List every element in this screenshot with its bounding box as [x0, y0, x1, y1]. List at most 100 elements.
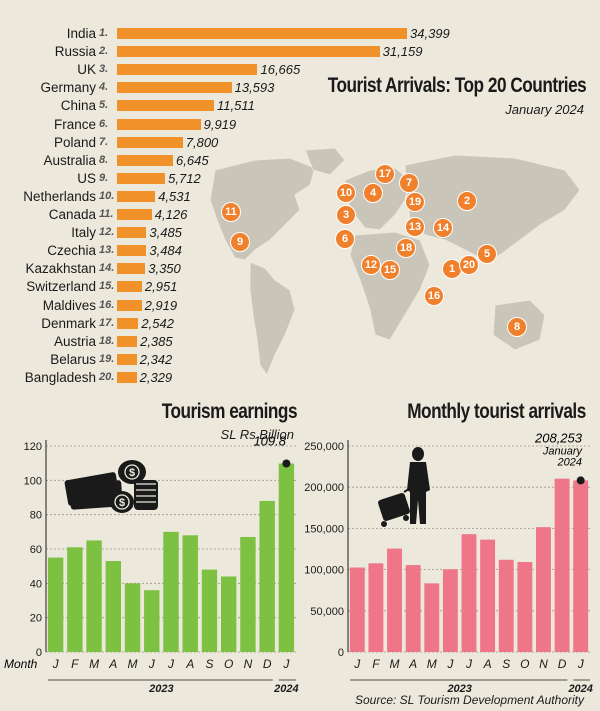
y-tick-label: 20: [30, 613, 42, 625]
country-value-label: 34,399: [410, 26, 450, 41]
country-value-label: 6,645: [176, 152, 209, 168]
map-marker: 10: [336, 183, 356, 203]
month-bar: [554, 478, 570, 652]
month-bar: [536, 527, 551, 652]
month-bar: [405, 565, 421, 652]
top-chart-title: Tourist Arrivals: Top 20 Countries: [327, 74, 586, 97]
map-marker: 13: [405, 217, 425, 237]
year-label: 2023: [446, 683, 471, 692]
y-tick-label: 40: [30, 578, 42, 590]
country-label: Russia: [54, 44, 96, 60]
country-label: Czechia: [47, 243, 96, 259]
country-bar: [117, 209, 152, 220]
month-bar: [387, 548, 402, 652]
top-chart-subtitle: January 2024: [505, 102, 584, 117]
month-label: N: [244, 657, 253, 671]
country-value-label: 2,385: [140, 333, 173, 349]
country-label: Maldives: [42, 297, 96, 313]
rank-label: 12.: [99, 226, 115, 239]
map-marker: 20: [459, 255, 479, 275]
month-label: O: [224, 657, 233, 671]
rank-label: 6.: [99, 117, 109, 130]
map-marker: 15: [380, 260, 400, 280]
country-bar: [117, 118, 201, 130]
map-marker: 7: [399, 173, 419, 193]
map-marker: 11: [221, 202, 241, 222]
rank-label: 9.: [99, 171, 109, 184]
earnings-title: Tourism earnings: [161, 400, 298, 423]
map-marker: 8: [507, 317, 527, 337]
country-label: Germany: [40, 80, 96, 96]
country-bar: [117, 100, 215, 112]
month-axis-prefix: Month: [4, 657, 38, 671]
country-label: Australia: [43, 152, 96, 168]
country-value-label: 4,126: [154, 207, 188, 222]
month-bar: [221, 576, 237, 652]
country-bar: [117, 299, 142, 311]
month-label: J: [446, 657, 454, 671]
country-value-label: 5,712: [168, 170, 201, 186]
world-map: [209, 147, 581, 377]
month-bar: [278, 463, 295, 652]
money-icon: $ $: [64, 460, 158, 513]
month-bar: [259, 500, 275, 652]
month-bar: [182, 535, 198, 652]
month-bar: [105, 561, 121, 652]
country-bar: [117, 281, 142, 293]
y-tick-label: 0: [338, 647, 344, 659]
y-tick-label: 80: [30, 510, 42, 522]
y-tick-label: 150,000: [304, 523, 344, 535]
month-bar: [47, 557, 64, 652]
month-label: J: [282, 657, 290, 671]
month-bar: [240, 536, 256, 652]
map-marker: 6: [335, 229, 355, 249]
month-label: J: [577, 657, 585, 671]
rank-label: 14.: [99, 262, 115, 275]
map-marker: 18: [396, 238, 416, 258]
highlight-dot: [282, 459, 291, 468]
y-tick-label: 100,000: [304, 565, 344, 577]
month-bar: [573, 480, 589, 652]
map-marker: 9: [230, 232, 250, 252]
country-label: Kazakhstan: [25, 261, 96, 277]
country-label: Canada: [48, 207, 96, 222]
month-label: A: [185, 657, 194, 671]
rank-label: 3.: [99, 63, 109, 76]
rank-label: 11.: [99, 208, 114, 220]
country-label: France: [53, 116, 96, 132]
month-bar: [144, 590, 160, 652]
month-label: S: [205, 657, 213, 671]
country-value-label: 3,484: [149, 243, 182, 259]
arrivals-highlight-value: 208,253: [534, 430, 583, 445]
map-marker: 4: [363, 183, 383, 203]
y-tick-label: 120: [24, 441, 42, 453]
country-value-label: 9,919: [203, 116, 237, 132]
rank-label: 18.: [99, 334, 115, 347]
country-bar: [117, 245, 147, 257]
country-bar: [117, 190, 156, 202]
country-value-label: 3,350: [148, 261, 181, 277]
arrivals-highlight-sub: January: [542, 445, 584, 457]
country-value-label: 16,665: [260, 62, 301, 78]
country-bar: [117, 353, 137, 365]
month-label: J: [465, 657, 473, 671]
map-marker: 14: [433, 218, 453, 238]
traveler-icon: [378, 447, 430, 527]
map-marker: 17: [375, 164, 395, 184]
y-tick-label: 0: [36, 647, 42, 659]
highlight-dot: [576, 476, 585, 485]
month-bar: [424, 583, 440, 652]
rank-label: 20.: [99, 370, 115, 383]
arrivals-title: Monthly tourist arrivals: [407, 400, 586, 423]
month-bar: [86, 540, 102, 652]
month-label: J: [353, 657, 361, 671]
country-label: Netherlands: [23, 188, 96, 204]
svg-text:$: $: [119, 497, 125, 509]
month-bar: [368, 563, 384, 652]
year-label: 2024: [567, 683, 592, 692]
rank-label: 10.: [99, 189, 115, 202]
country-label: Denmark: [41, 315, 96, 331]
y-tick-label: 50,000: [310, 606, 344, 618]
map-marker: 19: [405, 192, 425, 212]
rank-label: 15.: [99, 280, 115, 293]
